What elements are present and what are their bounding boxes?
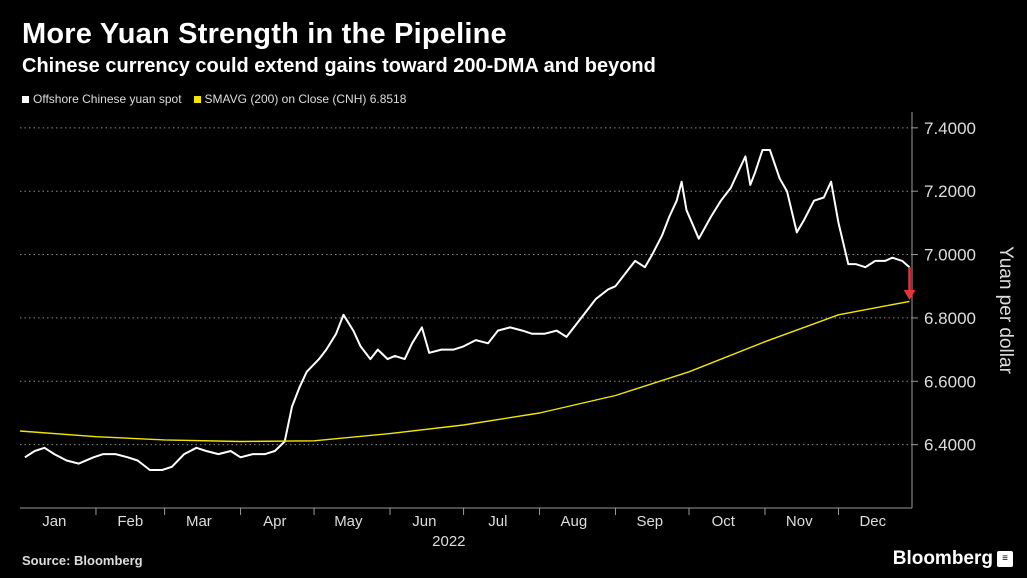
source-note: Source: Bloomberg xyxy=(22,553,143,568)
x-tick-label-nov: Nov xyxy=(786,513,813,530)
x-tick-label-dec: Dec xyxy=(859,513,886,530)
x-tick-label-feb: Feb xyxy=(117,513,143,530)
legend: Offshore Chinese yuan spot SMAVG (200) o… xyxy=(22,92,418,106)
menu-icon: ≡ xyxy=(997,551,1013,567)
x-tick-label-oct: Oct xyxy=(712,513,736,530)
series-line-smavg xyxy=(19,300,910,443)
x-tick-label-may: May xyxy=(334,513,363,530)
y-tick-label-1: 6.6000 xyxy=(924,372,976,391)
legend-label-spot: Offshore Chinese yuan spot xyxy=(33,92,182,106)
legend-item-smavg: SMAVG (200) on Close (CNH) 6.8518 xyxy=(193,92,407,106)
y-tick-label-2: 6.8000 xyxy=(924,309,976,328)
y-axis-label: Yuan per dollar xyxy=(995,246,1016,374)
y-tick-label-5: 7.4000 xyxy=(924,119,976,138)
x-axis-label: 2022 xyxy=(432,533,465,550)
y-tick-label-3: 7.0000 xyxy=(924,246,976,265)
series-line-spot xyxy=(24,149,911,471)
x-tick-label-mar: Mar xyxy=(186,513,212,530)
y-tick-label-0: 6.4000 xyxy=(924,436,976,455)
brand-logo: Bloomberg ≡ xyxy=(893,548,1013,570)
x-tick-label-jun: Jun xyxy=(412,513,436,530)
x-tick-label-aug: Aug xyxy=(560,513,587,530)
annotation-arrow-head xyxy=(903,289,916,300)
legend-label-smavg: SMAVG (200) on Close (CNH) 6.8518 xyxy=(204,92,407,106)
x-tick-label-apr: Apr xyxy=(263,513,286,530)
y-tick-label-4: 7.2000 xyxy=(924,182,976,201)
x-tick-label-jan: Jan xyxy=(42,513,66,530)
legend-swatch-spot xyxy=(22,95,29,103)
chart-title: More Yuan Strength in the Pipeline xyxy=(22,18,507,50)
x-tick-label-jul: Jul xyxy=(488,513,507,530)
legend-item-spot: Offshore Chinese yuan spot xyxy=(22,92,182,106)
chart-subtitle: Chinese currency could extend gains towa… xyxy=(22,55,656,77)
brand-label: Bloomberg xyxy=(892,548,993,569)
legend-swatch-smavg xyxy=(193,95,201,103)
x-tick-label-sep: Sep xyxy=(636,513,663,530)
